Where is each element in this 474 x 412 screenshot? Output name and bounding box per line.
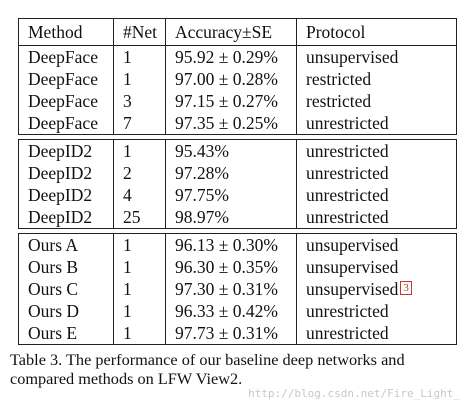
cell-accuracy: 98.97% bbox=[165, 206, 297, 229]
cell-accuracy: 97.00 ± 0.28% bbox=[165, 68, 297, 90]
table-row: DeepID2 1 95.43% unrestricted bbox=[18, 139, 457, 162]
table-row: Ours A 1 96.13 ± 0.30% unsupervised bbox=[18, 233, 457, 256]
cell-protocol: unsupervised bbox=[296, 45, 457, 68]
cell-method: Ours C bbox=[18, 278, 114, 300]
header-net: #Net bbox=[113, 18, 166, 46]
cell-protocol: unrestricted bbox=[296, 162, 457, 184]
cell-protocol: restricted bbox=[296, 68, 457, 90]
table-row: DeepID2 4 97.75% unrestricted bbox=[18, 184, 457, 206]
citation-ref-link[interactable]: 3 bbox=[400, 281, 412, 295]
cell-net: 1 bbox=[113, 45, 166, 68]
cell-net: 1 bbox=[113, 300, 166, 322]
cell-method: Ours A bbox=[18, 233, 114, 256]
table-row: DeepFace 3 97.15 ± 0.27% restricted bbox=[18, 90, 457, 112]
cell-protocol: unrestricted bbox=[296, 112, 457, 135]
cell-protocol: unsupervised bbox=[296, 233, 457, 256]
cell-net: 25 bbox=[113, 206, 166, 229]
cell-net: 1 bbox=[113, 139, 166, 162]
table-row: DeepFace 1 97.00 ± 0.28% restricted bbox=[18, 68, 457, 90]
cell-accuracy: 97.75% bbox=[165, 184, 297, 206]
cell-net: 7 bbox=[113, 112, 166, 135]
table-row: DeepFace 1 95.92 ± 0.29% unsupervised bbox=[18, 45, 457, 68]
cell-net: 1 bbox=[113, 68, 166, 90]
cell-method: DeepID2 bbox=[18, 139, 114, 162]
cell-method: DeepFace bbox=[18, 68, 114, 90]
table-row: Ours E 1 97.73 ± 0.31% unrestricted bbox=[18, 322, 457, 345]
cell-protocol: restricted bbox=[296, 90, 457, 112]
header-row: Method #Net Accuracy±SE Protocol bbox=[18, 18, 457, 46]
cell-net: 3 bbox=[113, 90, 166, 112]
cell-method: DeepID2 bbox=[18, 162, 114, 184]
cell-accuracy: 97.28% bbox=[165, 162, 297, 184]
header-protocol: Protocol bbox=[296, 18, 457, 46]
header-accuracy: Accuracy±SE bbox=[165, 18, 297, 46]
cell-net: 1 bbox=[113, 278, 166, 300]
cell-protocol: unrestricted bbox=[296, 184, 457, 206]
cell-method: DeepID2 bbox=[18, 206, 114, 229]
cell-protocol: unrestricted bbox=[296, 139, 457, 162]
table-caption: Table 3. The performance of our baseline… bbox=[10, 350, 405, 388]
watermark: http://blog.csdn.net/Fire_Light_ bbox=[248, 387, 460, 400]
cell-protocol: unrestricted bbox=[296, 300, 457, 322]
cell-net: 1 bbox=[113, 233, 166, 256]
table-row: DeepID2 25 98.97% unrestricted bbox=[18, 206, 457, 229]
cell-method: Ours B bbox=[18, 256, 114, 278]
cell-method: DeepFace bbox=[18, 112, 114, 135]
cell-accuracy: 97.15 ± 0.27% bbox=[165, 90, 297, 112]
cell-method: DeepFace bbox=[18, 45, 114, 68]
cell-accuracy: 97.73 ± 0.31% bbox=[165, 322, 297, 345]
table-row: Ours C 1 97.30 ± 0.31% unsupervised 3 bbox=[18, 278, 457, 300]
cell-net: 4 bbox=[113, 184, 166, 206]
results-table: Method #Net Accuracy±SE Protocol DeepFac… bbox=[18, 18, 457, 345]
cell-method: DeepID2 bbox=[18, 184, 114, 206]
cell-method: Ours D bbox=[18, 300, 114, 322]
cell-protocol: unsupervised bbox=[296, 256, 457, 278]
cell-protocol: unsupervised 3 bbox=[296, 278, 457, 300]
cell-accuracy: 97.35 ± 0.25% bbox=[165, 112, 297, 135]
cell-accuracy: 96.30 ± 0.35% bbox=[165, 256, 297, 278]
cell-accuracy: 96.13 ± 0.30% bbox=[165, 233, 297, 256]
cell-protocol: unrestricted bbox=[296, 322, 457, 345]
cell-protocol: unrestricted bbox=[296, 206, 457, 229]
table-row: DeepFace 7 97.35 ± 0.25% unrestricted bbox=[18, 112, 457, 135]
table-row: Ours B 1 96.30 ± 0.35% unsupervised bbox=[18, 256, 457, 278]
cell-net: 2 bbox=[113, 162, 166, 184]
cell-accuracy: 97.30 ± 0.31% bbox=[165, 278, 297, 300]
cell-accuracy: 96.33 ± 0.42% bbox=[165, 300, 297, 322]
cell-net: 1 bbox=[113, 322, 166, 345]
table-body: DeepFace 1 95.92 ± 0.29% unsupervised DeepFa… bbox=[18, 45, 457, 345]
header-method: Method bbox=[18, 18, 114, 46]
cell-method: Ours E bbox=[18, 322, 114, 345]
table-row: Ours D 1 96.33 ± 0.42% unrestricted bbox=[18, 300, 457, 322]
table-row: DeepID2 2 97.28% unrestricted bbox=[18, 162, 457, 184]
cell-accuracy: 95.92 ± 0.29% bbox=[165, 45, 297, 68]
cell-accuracy: 95.43% bbox=[165, 139, 297, 162]
cell-net: 1 bbox=[113, 256, 166, 278]
cell-method: DeepFace bbox=[18, 90, 114, 112]
